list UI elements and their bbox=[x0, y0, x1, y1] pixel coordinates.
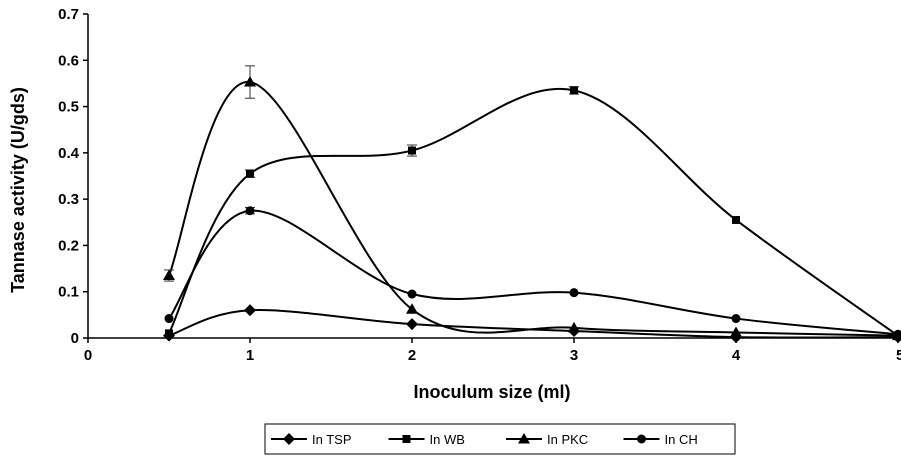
x-axis-title: Inoculum size (ml) bbox=[413, 382, 570, 402]
data-point bbox=[731, 314, 741, 324]
legend: In TSP In WB In PKC In CH bbox=[264, 423, 736, 455]
series-in-pkc bbox=[163, 65, 901, 341]
y-axis-title: Tannase activity (U/gds) bbox=[8, 87, 28, 293]
y-tick-label: 0.1 bbox=[58, 284, 79, 301]
data-point bbox=[165, 329, 173, 338]
series-line bbox=[168, 209, 899, 336]
data-point bbox=[730, 326, 742, 337]
y-tick-label: 0 bbox=[71, 330, 79, 347]
legend-marker bbox=[402, 435, 411, 443]
x-tick-label: 2 bbox=[408, 347, 416, 364]
series-line bbox=[168, 81, 899, 337]
series-line bbox=[168, 87, 899, 337]
series-in-ch bbox=[164, 206, 901, 339]
data-point bbox=[244, 304, 256, 317]
x-tick-label: 3 bbox=[570, 347, 578, 364]
legend-item: In CH bbox=[623, 432, 698, 447]
data-point bbox=[163, 269, 175, 281]
series-in-wb bbox=[165, 86, 901, 340]
x-tick-label: 0 bbox=[84, 347, 92, 364]
x-tick-label: 5 bbox=[896, 347, 901, 364]
data-point bbox=[569, 288, 579, 298]
y-tick-label: 0.4 bbox=[58, 145, 80, 162]
data-point bbox=[164, 314, 174, 324]
series-layer bbox=[163, 65, 901, 344]
y-tick-label: 0.5 bbox=[58, 99, 79, 116]
data-point bbox=[570, 86, 578, 95]
y-tick-label: 0.7 bbox=[58, 6, 79, 23]
y-tick-label: 0.2 bbox=[58, 237, 79, 254]
x-tick-label: 1 bbox=[246, 347, 254, 364]
legend-item: In WB bbox=[388, 432, 465, 447]
data-point bbox=[406, 303, 418, 314]
legend-label: In TSP bbox=[312, 432, 352, 447]
data-point bbox=[408, 146, 416, 155]
data-point bbox=[244, 76, 256, 87]
legend-marker bbox=[637, 434, 646, 444]
axes: 0 0.1 0.2 0.3 0.4 0.5 0.6 0.7 0 1 2 3 4 5 bbox=[58, 6, 901, 364]
data-point bbox=[246, 169, 254, 178]
y-tick-label: 0.3 bbox=[58, 191, 79, 208]
legend-marker bbox=[283, 433, 295, 445]
data-point bbox=[406, 318, 418, 331]
legend-item: In PKC bbox=[506, 432, 588, 447]
data-point bbox=[732, 215, 740, 224]
legend-label: In WB bbox=[430, 432, 465, 447]
legend-item: In TSP bbox=[271, 432, 352, 447]
legend-marker bbox=[518, 433, 530, 444]
data-point bbox=[568, 321, 580, 333]
data-point bbox=[893, 329, 901, 339]
x-tick-label: 4 bbox=[732, 347, 741, 364]
data-point bbox=[245, 206, 255, 216]
legend-label: In CH bbox=[665, 432, 698, 447]
y-tick-label: 0.6 bbox=[58, 52, 79, 69]
data-point bbox=[407, 289, 417, 299]
legend-label: In PKC bbox=[547, 432, 588, 447]
